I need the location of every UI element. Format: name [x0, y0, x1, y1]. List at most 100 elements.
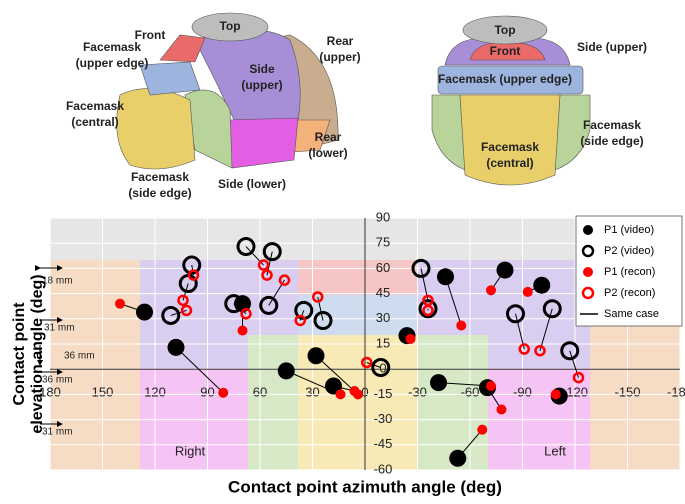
point: [496, 261, 514, 279]
helmet-label: Front: [490, 44, 521, 58]
y-axis-title: Contact point: [11, 302, 28, 406]
side-label: Left: [544, 443, 566, 458]
point: [349, 386, 360, 397]
point: [422, 304, 434, 317]
point: [456, 320, 467, 331]
helmet-label: Top: [219, 19, 240, 33]
helmet-label: (upper edge): [76, 56, 149, 70]
point: [518, 343, 530, 355]
scale-label: 31 mm: [42, 427, 73, 438]
x-tick-label: -90: [513, 385, 532, 400]
legend-label: P1 (recon): [604, 266, 655, 278]
point: [550, 389, 561, 400]
helmet-label: Side (lower): [218, 177, 286, 191]
y-tick-label: -15: [374, 386, 393, 401]
helmet-label: Rear: [327, 34, 354, 48]
helmet-label: (central): [486, 156, 533, 170]
point: [405, 333, 416, 344]
helmet-label: Facemask: [481, 140, 539, 154]
side-label: Right: [175, 443, 206, 458]
point: [486, 285, 496, 296]
point: [257, 259, 270, 271]
case-line: [445, 276, 462, 326]
point: [278, 274, 291, 286]
y-tick-label: -60: [374, 461, 393, 476]
x-tick-label: -180: [667, 385, 685, 400]
y-tick-label: 60: [376, 260, 390, 275]
legend-marker: [583, 267, 593, 277]
helmet-label: (upper): [241, 78, 282, 92]
y-tick-label: 45: [376, 285, 390, 300]
point: [449, 449, 467, 467]
point: [534, 344, 546, 357]
point: [477, 424, 488, 435]
point: [312, 291, 324, 303]
legend-label: P2 (video): [604, 245, 654, 257]
x-tick-label: 90: [200, 385, 214, 400]
y-tick-label: 0: [379, 361, 386, 376]
helmet-label: Side (upper): [577, 40, 647, 54]
y-tick-label: -45: [374, 436, 393, 451]
point: [180, 304, 193, 317]
point: [240, 308, 252, 320]
point: [167, 338, 185, 356]
helmet-label: Rear: [315, 130, 342, 144]
x-tick-label: 30: [305, 385, 319, 400]
y-tick-label: 15: [376, 335, 390, 350]
x-tick-label: -120: [562, 385, 588, 400]
point: [486, 381, 496, 391]
point: [411, 258, 431, 278]
y-tick-label: 90: [376, 209, 390, 224]
point: [437, 268, 454, 286]
scale-label: 36 mm: [64, 351, 95, 362]
point: [115, 298, 125, 309]
point: [187, 269, 200, 281]
helmet-label: Facemask (upper edge): [438, 72, 572, 86]
point: [572, 371, 585, 384]
scale-label: 31 mm: [44, 323, 75, 334]
point: [542, 299, 562, 319]
legend-marker: [581, 286, 595, 300]
helmet-label: Facemask: [66, 99, 124, 113]
helmet-front-view: [431, 15, 591, 186]
point: [261, 269, 273, 281]
point: [430, 374, 447, 392]
point: [136, 303, 153, 321]
helmet-label: (side edge): [580, 134, 643, 148]
legend-marker: [583, 225, 593, 235]
point: [496, 404, 507, 415]
x-tick-label: -30: [408, 385, 427, 400]
x-tick-label: 180: [39, 385, 61, 400]
y-tick-label: 30: [376, 310, 390, 325]
helmet-label: Top: [494, 23, 515, 37]
x-tick-label: 60: [253, 385, 267, 400]
helmet-label: (central): [71, 115, 118, 129]
point: [237, 325, 248, 336]
point: [506, 304, 525, 324]
legend-label: P1 (video): [604, 224, 654, 236]
helmet-side-view: [116, 12, 339, 170]
point: [236, 237, 256, 257]
point: [307, 347, 325, 365]
scale-bars: [35, 265, 63, 427]
x-tick-label: 120: [144, 385, 166, 400]
point: [418, 299, 438, 319]
point: [262, 242, 282, 262]
helmet-label: (side edge): [128, 186, 191, 200]
point: [522, 286, 533, 297]
point: [161, 305, 181, 325]
point: [177, 294, 189, 307]
helmet-label: Facemask: [583, 118, 641, 132]
x-tick-label: -60: [461, 385, 480, 400]
point: [361, 356, 373, 369]
marks: [115, 237, 585, 467]
case-line: [175, 346, 224, 394]
helmet-label: Side: [249, 62, 275, 76]
case-line: [515, 313, 525, 350]
x-tick-label: 150: [92, 385, 114, 400]
x-tick-label: -150: [614, 385, 640, 400]
helmet-label: Facemask: [83, 40, 141, 54]
point: [224, 294, 244, 314]
point: [294, 314, 306, 327]
